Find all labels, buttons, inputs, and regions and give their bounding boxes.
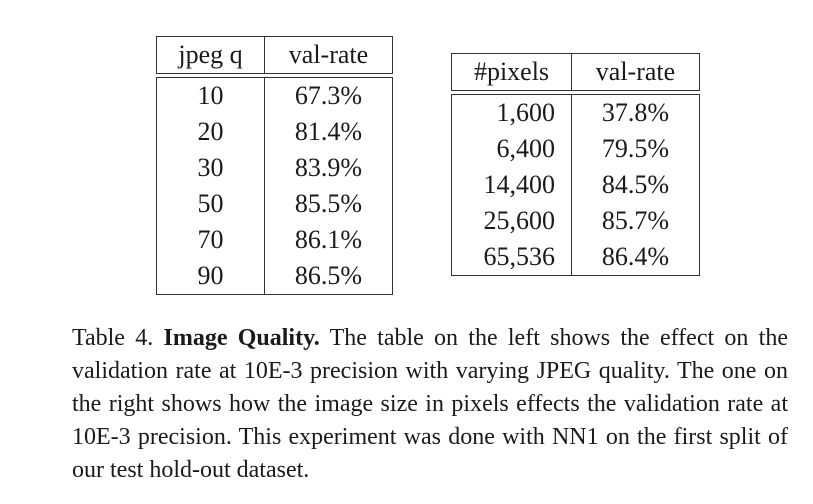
- column-header: jpeg q: [156, 36, 265, 74]
- column-header: #pixels: [451, 53, 572, 91]
- table-cell: 90: [156, 258, 265, 295]
- table-row: 20 81.4%: [156, 114, 393, 150]
- table-cell: 85.7%: [571, 203, 700, 239]
- jpeg-quality-table: jpeg q val-rate 10 67.3% 20 81.4% 30 83.…: [156, 36, 393, 295]
- table-cell: 79.5%: [571, 131, 700, 167]
- table-row: 10 67.3%: [156, 77, 393, 114]
- image-size-table: #pixels val-rate 1,600 37.8% 6,400 79.5%…: [451, 53, 700, 276]
- table-row: 14,400 84.5%: [451, 167, 700, 203]
- table-cell: 37.8%: [571, 94, 700, 131]
- table-row: 6,400 79.5%: [451, 131, 700, 167]
- table-cell: 86.5%: [264, 258, 393, 295]
- caption-label: Table 4.: [72, 325, 154, 351]
- table-header-row: #pixels val-rate: [451, 53, 700, 91]
- table-cell: 81.4%: [264, 114, 393, 150]
- table-row: 90 86.5%: [156, 258, 393, 295]
- caption-title: Image Quality.: [163, 325, 320, 351]
- table-cell: 86.1%: [264, 222, 393, 258]
- table-cell: 25,600: [451, 203, 572, 239]
- table-caption: Table 4. Image Quality. The table on the…: [72, 322, 788, 487]
- table-row: 25,600 85.7%: [451, 203, 700, 239]
- table-row: 30 83.9%: [156, 150, 393, 186]
- table-cell: 84.5%: [571, 167, 700, 203]
- table-cell: 1,600: [451, 94, 572, 131]
- caption-text: The table on the left shows the effect o…: [72, 325, 788, 483]
- table-cell: 50: [156, 186, 265, 222]
- table-cell: 86.4%: [571, 239, 700, 276]
- table-cell: 6,400: [451, 131, 572, 167]
- table-cell: 20: [156, 114, 265, 150]
- table-cell: 10: [156, 77, 265, 114]
- table-row: 1,600 37.8%: [451, 94, 700, 131]
- column-header: val-rate: [571, 53, 700, 91]
- table-cell: 83.9%: [264, 150, 393, 186]
- table-cell: 70: [156, 222, 265, 258]
- table-header-row: jpeg q val-rate: [156, 36, 393, 74]
- table-cell: 65,536: [451, 239, 572, 276]
- table-cell: 30: [156, 150, 265, 186]
- table-cell: 85.5%: [264, 186, 393, 222]
- column-header: val-rate: [264, 36, 393, 74]
- table-row: 70 86.1%: [156, 222, 393, 258]
- table-row: 50 85.5%: [156, 186, 393, 222]
- table-row: 65,536 86.4%: [451, 239, 700, 276]
- table-cell: 14,400: [451, 167, 572, 203]
- table-cell: 67.3%: [264, 77, 393, 114]
